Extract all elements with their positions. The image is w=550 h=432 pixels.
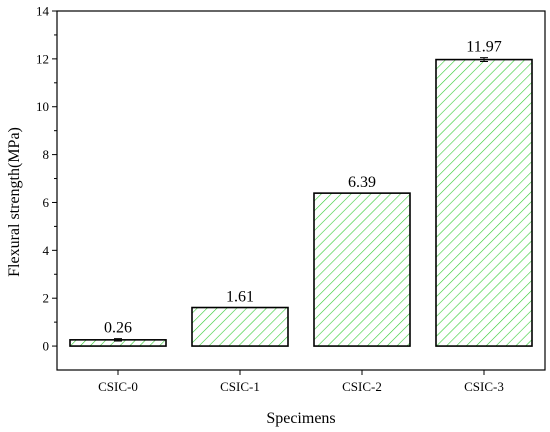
y-axis-title: Flexural strength(MPa) [6,127,23,277]
y-tick-label: 12 [36,51,49,66]
y-tick-label: 8 [43,147,50,162]
value-label: 1.61 [226,289,254,306]
value-label: 0.26 [104,320,132,337]
bar-csic-2 [313,192,411,347]
x-tick-label: CSIC-2 [342,379,382,394]
y-tick-label: 10 [36,99,49,114]
value-label: 6.39 [348,174,376,191]
x-tick-label: CSIC-1 [220,379,260,394]
x-axis-title: Specimens [266,410,335,427]
bar-csic-1 [191,306,289,347]
y-tick-label: 6 [43,195,50,210]
y-tick-label: 4 [43,243,50,258]
plot-area: 0 2 4 6 8 10 12 14 0.26 CSIC-0 1.61 CSIC-1 6.39 CSIC-… [36,4,546,394]
value-label: 11.97 [466,39,501,56]
plot-frame [56,10,546,371]
y-tick-label: 0 [43,339,50,354]
x-tick-label: CSIC-0 [98,379,138,394]
x-tick-label: CSIC-3 [464,379,504,394]
y-tick-label: 2 [43,291,50,306]
bar-csic-3 [435,58,533,347]
y-tick-label: 14 [36,4,50,19]
